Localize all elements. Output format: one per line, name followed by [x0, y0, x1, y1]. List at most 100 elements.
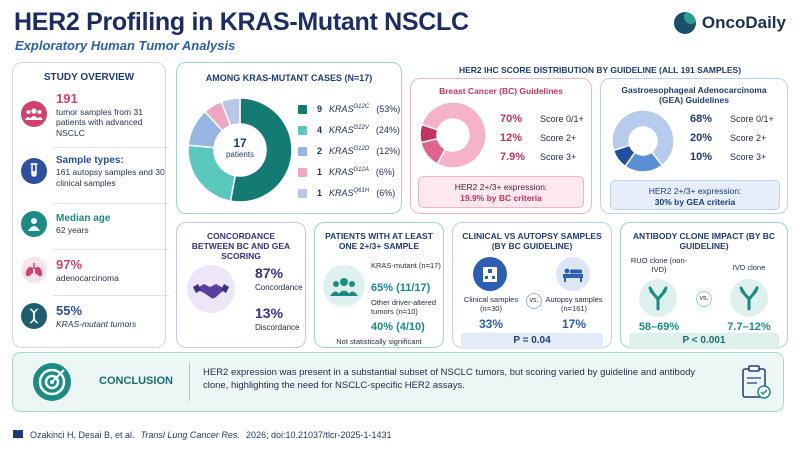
kras-donut-center: 17 patients — [212, 136, 268, 159]
kras-legend-row: 9 KRASG12C (53%) — [298, 104, 400, 114]
gea-donut-slice-0 — [611, 109, 675, 167]
ruo-clone-label: RUO clone (non-IVD) — [630, 256, 688, 274]
kras-variant: KRASG12V — [329, 125, 369, 135]
gea-score-label: Score 3+ — [730, 152, 767, 162]
legend-swatch — [298, 167, 307, 177]
conclusion-label: CONCLUSION — [99, 375, 173, 387]
bc-legend-row: 12% Score 2+ — [500, 132, 576, 144]
gea-legend-row: 10% Score 3+ — [690, 151, 766, 163]
bc-donut-slice-0 — [420, 101, 487, 169]
book-icon — [12, 429, 24, 441]
page-title: HER2 Profiling in KRAS-Mutant NSCLC — [14, 8, 469, 36]
overview-big-2: Median age — [56, 212, 111, 224]
overview-text-1: 161 autopsy samples and 30 clinical samp… — [56, 167, 165, 188]
page-subtitle: Exploratory Human Tumor Analysis — [15, 38, 236, 53]
ivd-clone-label: IVD clone — [732, 263, 766, 272]
gea-expr-line2: 30% by GEA criteria — [654, 197, 736, 208]
gea-donut-chart — [611, 109, 675, 173]
overview-item-adenocarcinoma: 97% adenocarcinoma — [21, 257, 169, 284]
bc-score-percent: 7.9% — [500, 151, 526, 163]
patients-kras-label: KRAS-mutant (n=17) — [371, 261, 441, 270]
kras-variant: KRASG12D — [329, 146, 370, 156]
ivd-clone-value: 7.7–12% — [727, 321, 771, 333]
group-icon — [323, 265, 365, 307]
citation-journal: Transl Lung Cancer Res. — [140, 430, 240, 440]
brand-logo-text: OncoDaily — [701, 13, 786, 32]
legend-swatch — [298, 104, 307, 114]
vs-badge: vs. — [526, 293, 542, 309]
overview-item-sample-types: Sample types: 161 autopsy samples and 30 … — [21, 155, 169, 188]
overview-big-4: 55% — [56, 303, 83, 318]
overview-big-3: 97% — [56, 257, 83, 272]
bc-score-percent: 12% — [500, 132, 523, 144]
overview-text-3: adenocarcinoma — [56, 272, 119, 283]
bc-legend-row: 7.9% Score 3+ — [500, 151, 576, 163]
gea-score-label: Score 2+ — [730, 133, 767, 143]
kras-count: 4 — [316, 125, 322, 135]
kras-percent: (53%) — [376, 104, 401, 114]
gea-legend-row: 20% Score 2+ — [690, 132, 766, 144]
bc-score-label: Score 0/1+ — [540, 114, 584, 124]
people-icon — [21, 101, 47, 128]
gea-guidelines-title: Gastroesophageal Adenocarcinoma (GEA) Gu… — [621, 85, 767, 106]
kras-legend-row: 2 KRASG12D (12%) — [298, 146, 400, 156]
study-overview-title: STUDY OVERVIEW — [43, 72, 135, 83]
bc-expression-box: HER2 2+/3+ expression: 19.9% by BC crite… — [418, 176, 584, 208]
concordance-card: CONCORDANCE BETWEEN BC AND GEA SCORING 8… — [176, 222, 306, 348]
kras-donut-chart — [187, 97, 293, 203]
bc-expr-line1: HER2 2+/3+ expression: — [454, 182, 548, 192]
kras-donut-slice-4 — [220, 97, 241, 127]
kras-legend-row: 1 KRASG12A (6%) — [298, 167, 395, 177]
oncodaily-logo-icon — [673, 12, 696, 34]
test-tube-icon — [21, 158, 47, 185]
ruo-clone-value: 58–69% — [638, 321, 680, 333]
concordance-title: CONCORDANCE BETWEEN BC AND GEA SCORING — [191, 231, 291, 262]
gea-donut-slice-2 — [612, 144, 636, 168]
citation-doi[interactable]: 2026; doi:10.21037/tlcr-2025-1-1431 — [245, 430, 392, 440]
gea-expr-line1: HER2 2+/3+ expression: — [648, 186, 742, 196]
gea-score-percent: 68% — [690, 113, 713, 125]
bc-expr-line2: 19.9% by BC criteria — [460, 193, 542, 204]
legend-swatch — [298, 188, 307, 198]
autopsy-samples-value: 17% — [561, 317, 587, 331]
clinical-autopsy-title: CLINICAL VS AUTOPSY SAMPLES (BY BC GUIDE… — [462, 231, 602, 252]
vs-badge-antibody: vs. — [696, 291, 712, 307]
kras-variant: KRASG12A — [329, 167, 369, 177]
legend-swatch — [298, 125, 307, 135]
kras-percent: (6%) — [376, 188, 396, 198]
target-icon — [33, 363, 71, 401]
patients-card: PATIENTS WITH AT LEAST ONE 2+/3+ SAMPLE … — [314, 222, 444, 348]
ihc-section-title: HER2 IHC SCORE DISTRIBUTION BY GUIDELINE… — [458, 65, 742, 75]
kras-count: 1 — [316, 167, 322, 177]
kras-variant: KRASG12C — [329, 104, 370, 114]
overview-text-4: KRAS-mutant tumors — [56, 318, 137, 329]
kras-center-value: 17 — [233, 136, 247, 150]
kras-count: 9 — [316, 104, 322, 114]
patients-other-value: 40% (4/10) — [371, 321, 425, 333]
kras-legend-row: 1 KRASQ61H (6%) — [298, 188, 395, 198]
gea-legend-row: 68% Score 0/1+ — [690, 113, 774, 125]
brand-logo[interactable]: OncoDaily — [673, 12, 786, 34]
kras-percent: (6%) — [375, 167, 395, 177]
discordance-label: Discordance — [255, 323, 300, 332]
antibody-icon-ruo — [639, 279, 677, 317]
clinical-p-value: P = 0.04 — [461, 333, 603, 349]
conclusion-banner: CONCLUSION HER2 expression was present i… — [12, 352, 784, 412]
overview-text-0: tumor samples from 31 patients with adva… — [56, 106, 143, 138]
overview-big-1: Sample types: — [56, 155, 124, 166]
gea-expression-box: HER2 2+/3+ expression: 30% by GEA criter… — [610, 180, 780, 210]
handshake-icon — [187, 265, 235, 313]
discordance-value: 13% — [255, 305, 284, 321]
kras-center-label: patients — [225, 150, 255, 159]
antibody-clone-title: ANTIBODY CLONE IMPACT (BY BC GUIDELINE) — [632, 231, 776, 252]
concordance-label: Concordance — [255, 283, 303, 292]
patients-title: PATIENTS WITH AT LEAST ONE 2+/3+ SAMPLE — [325, 231, 433, 252]
patients-other-label: Other driver-altered tumors (n=10) — [371, 298, 437, 316]
bc-guidelines-title: Breast Cancer (BC) Guidelines — [439, 86, 563, 96]
antibody-clone-card: ANTIBODY CLONE IMPACT (BY BC GUIDELINE) … — [620, 222, 788, 349]
overview-big-0: 191 — [56, 91, 78, 106]
clinical-samples-label: Clinical samples (n=30) — [463, 295, 519, 313]
clinical-samples-value: 33% — [478, 317, 504, 331]
gea-score-percent: 10% — [690, 151, 713, 163]
bc-donut-chart — [419, 101, 487, 169]
